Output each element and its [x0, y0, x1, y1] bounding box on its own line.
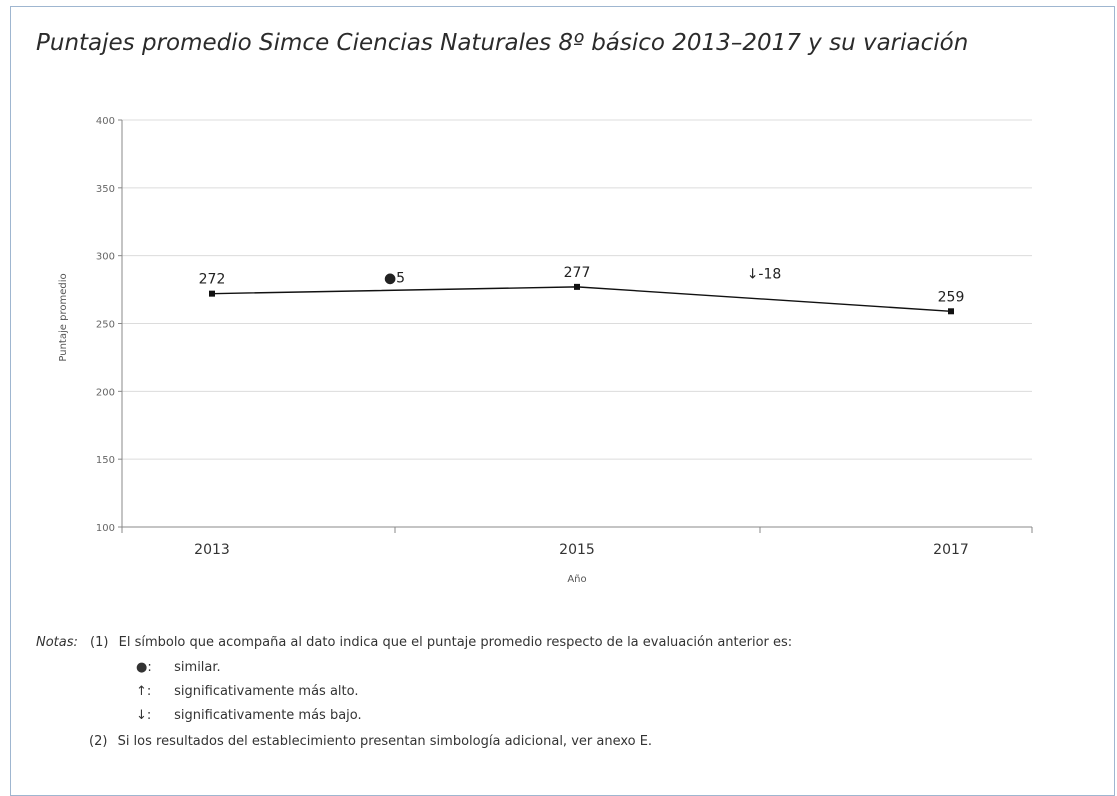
y-tick-label: 400 [96, 116, 115, 127]
data-label: 277 [564, 265, 591, 281]
x-axis-label: Año [567, 574, 586, 585]
chart-title: Puntajes promedio Simce Ciencias Natural… [36, 30, 969, 56]
grid-lines [122, 119, 1032, 460]
variation-labels: ●5 ↓-18 [384, 267, 781, 287]
variation-label: ↓-18 [747, 267, 782, 283]
y-tick-label: 250 [96, 320, 115, 331]
y-tick-label: 300 [96, 252, 115, 263]
y-tick-label: 100 [96, 523, 115, 534]
note-1-text: El símbolo que acompaña al dato indica q… [118, 635, 793, 650]
note-2-number: (2) [89, 734, 108, 749]
data-label: 259 [938, 289, 965, 305]
data-series: 272 277 259 [199, 265, 965, 315]
data-point [948, 308, 954, 315]
note-1-number: (1) [90, 635, 109, 650]
y-tick-label: 350 [96, 184, 115, 195]
y-tick-label: 150 [96, 455, 115, 466]
x-tick-label: 2013 [194, 542, 230, 558]
legend-text: significativamente más alto. [174, 684, 359, 699]
legend-item-higher: ↑: significativamente más alto. [136, 684, 359, 699]
y-axis-label: Puntaje promedio [58, 273, 69, 361]
variation-label: ●5 [384, 271, 405, 287]
series-line [211, 286, 952, 312]
legend-text: significativamente más bajo. [174, 708, 362, 723]
y-tick-labels: 100 150 200 250 300 350 400 [96, 116, 115, 534]
data-label: 272 [199, 272, 226, 288]
x-tick-labels: 2013 2015 2017 [194, 542, 969, 558]
legend-symbol: ↑: [136, 684, 152, 699]
note-2-text: Si los resultados del establecimiento pr… [117, 734, 653, 749]
notes-heading: Notas: [36, 635, 78, 650]
legend-item-lower: ↓: significativamente más bajo. [136, 708, 362, 723]
data-point [574, 283, 580, 290]
x-tick-label: 2015 [559, 542, 595, 558]
legend-symbol: ●: [136, 660, 152, 675]
data-point [209, 290, 215, 297]
legend-symbol: ↓: [136, 708, 152, 723]
legend-item-similar: ●: similar. [136, 660, 221, 675]
legend-text: similar. [174, 660, 221, 675]
axes [118, 119, 1033, 533]
y-tick-label: 200 [96, 387, 115, 398]
x-tick-label: 2017 [933, 542, 969, 558]
